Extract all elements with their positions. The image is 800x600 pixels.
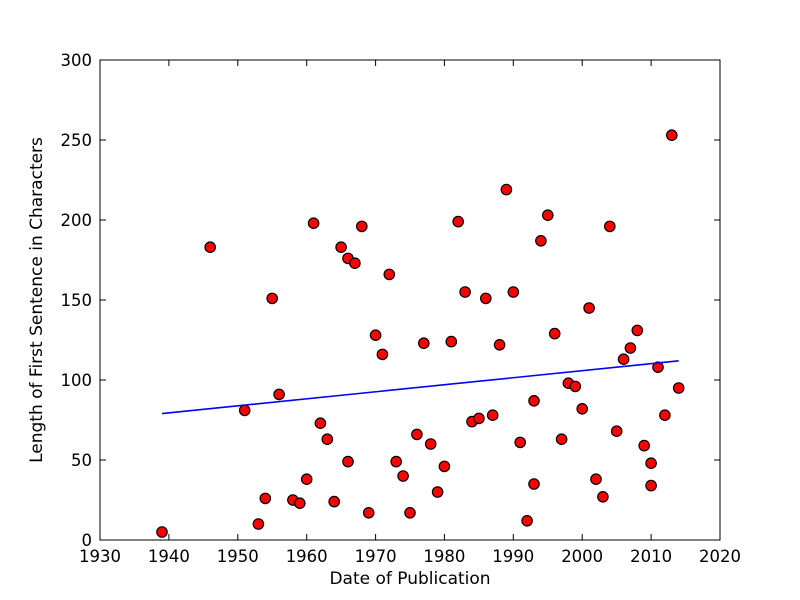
data-point [535, 235, 547, 247]
y-tick-label: 200 [61, 211, 93, 230]
data-point [417, 337, 430, 349]
data-point [624, 342, 637, 354]
data-point [665, 129, 678, 141]
x-tick-label: 1970 [355, 547, 397, 566]
data-point [452, 215, 464, 228]
data-point [376, 348, 389, 361]
y-tick-label: 50 [71, 451, 92, 470]
data-point [314, 417, 327, 429]
data-point [307, 217, 320, 229]
x-tick-label: 2000 [561, 547, 603, 566]
data-point [500, 183, 513, 196]
data-point [300, 473, 313, 485]
y-tick-label: 0 [82, 531, 93, 550]
x-tick-label: 1990 [492, 547, 534, 566]
data-point [583, 302, 595, 314]
data-point [610, 425, 623, 437]
data-point [342, 455, 354, 468]
data-point [521, 514, 533, 527]
data-point [617, 353, 630, 365]
data-point [411, 428, 423, 441]
x-tick-label: 1960 [286, 547, 328, 566]
data-point [259, 492, 272, 505]
data-point [369, 329, 382, 341]
data-point [479, 292, 492, 305]
data-point [555, 433, 568, 445]
x-tick-label: 1940 [148, 547, 190, 566]
data-point [597, 490, 609, 503]
y-tick-label: 150 [61, 291, 93, 310]
data-point [645, 479, 657, 492]
data-point [528, 478, 540, 490]
data-point [652, 361, 664, 373]
data-point [390, 455, 402, 468]
data-point [293, 497, 306, 509]
y-axis-label: Length of First Sentence in Characters [27, 137, 47, 463]
data-point [424, 438, 437, 450]
data-point [431, 486, 444, 498]
data-point [507, 286, 520, 298]
data-point [321, 433, 334, 445]
data-point [603, 220, 616, 233]
data-point [438, 460, 451, 473]
data-point [590, 473, 602, 485]
data-point [493, 338, 506, 351]
data-point [397, 470, 409, 482]
data-point [404, 506, 416, 519]
data-point [528, 394, 540, 407]
data-point [204, 241, 216, 253]
data-point [576, 402, 588, 415]
data-point [362, 506, 375, 519]
data-point [645, 457, 657, 469]
data-point [266, 292, 278, 305]
data-point [459, 286, 471, 298]
data-point [349, 257, 361, 269]
x-tick-label: 1950 [217, 547, 259, 566]
trend-line [161, 360, 679, 415]
data-point [514, 436, 526, 449]
y-tick-label: 300 [61, 51, 93, 70]
data-point [659, 409, 671, 421]
x-tick-label: 1930 [79, 547, 121, 566]
data-point [541, 209, 554, 221]
x-axis-label: Date of Publication [329, 569, 490, 589]
data-point [335, 241, 347, 253]
y-tick-label: 100 [61, 371, 93, 390]
data-point [631, 324, 644, 337]
data-point [486, 409, 499, 421]
data-point [672, 382, 685, 394]
data-point [548, 327, 561, 340]
x-tick-label: 2010 [630, 547, 672, 566]
data-point [252, 518, 265, 530]
data-point [273, 388, 285, 401]
y-tick-label: 250 [61, 131, 93, 150]
data-point [238, 404, 251, 417]
data-point [355, 220, 368, 233]
x-tick-label: 2020 [699, 547, 741, 566]
x-tick-label: 1980 [423, 547, 465, 566]
data-point [638, 439, 650, 452]
data-point [328, 495, 340, 508]
data-point [569, 380, 582, 393]
data-point [445, 335, 458, 348]
data-point [156, 526, 168, 538]
data-point [383, 268, 396, 281]
data-point [473, 412, 485, 425]
